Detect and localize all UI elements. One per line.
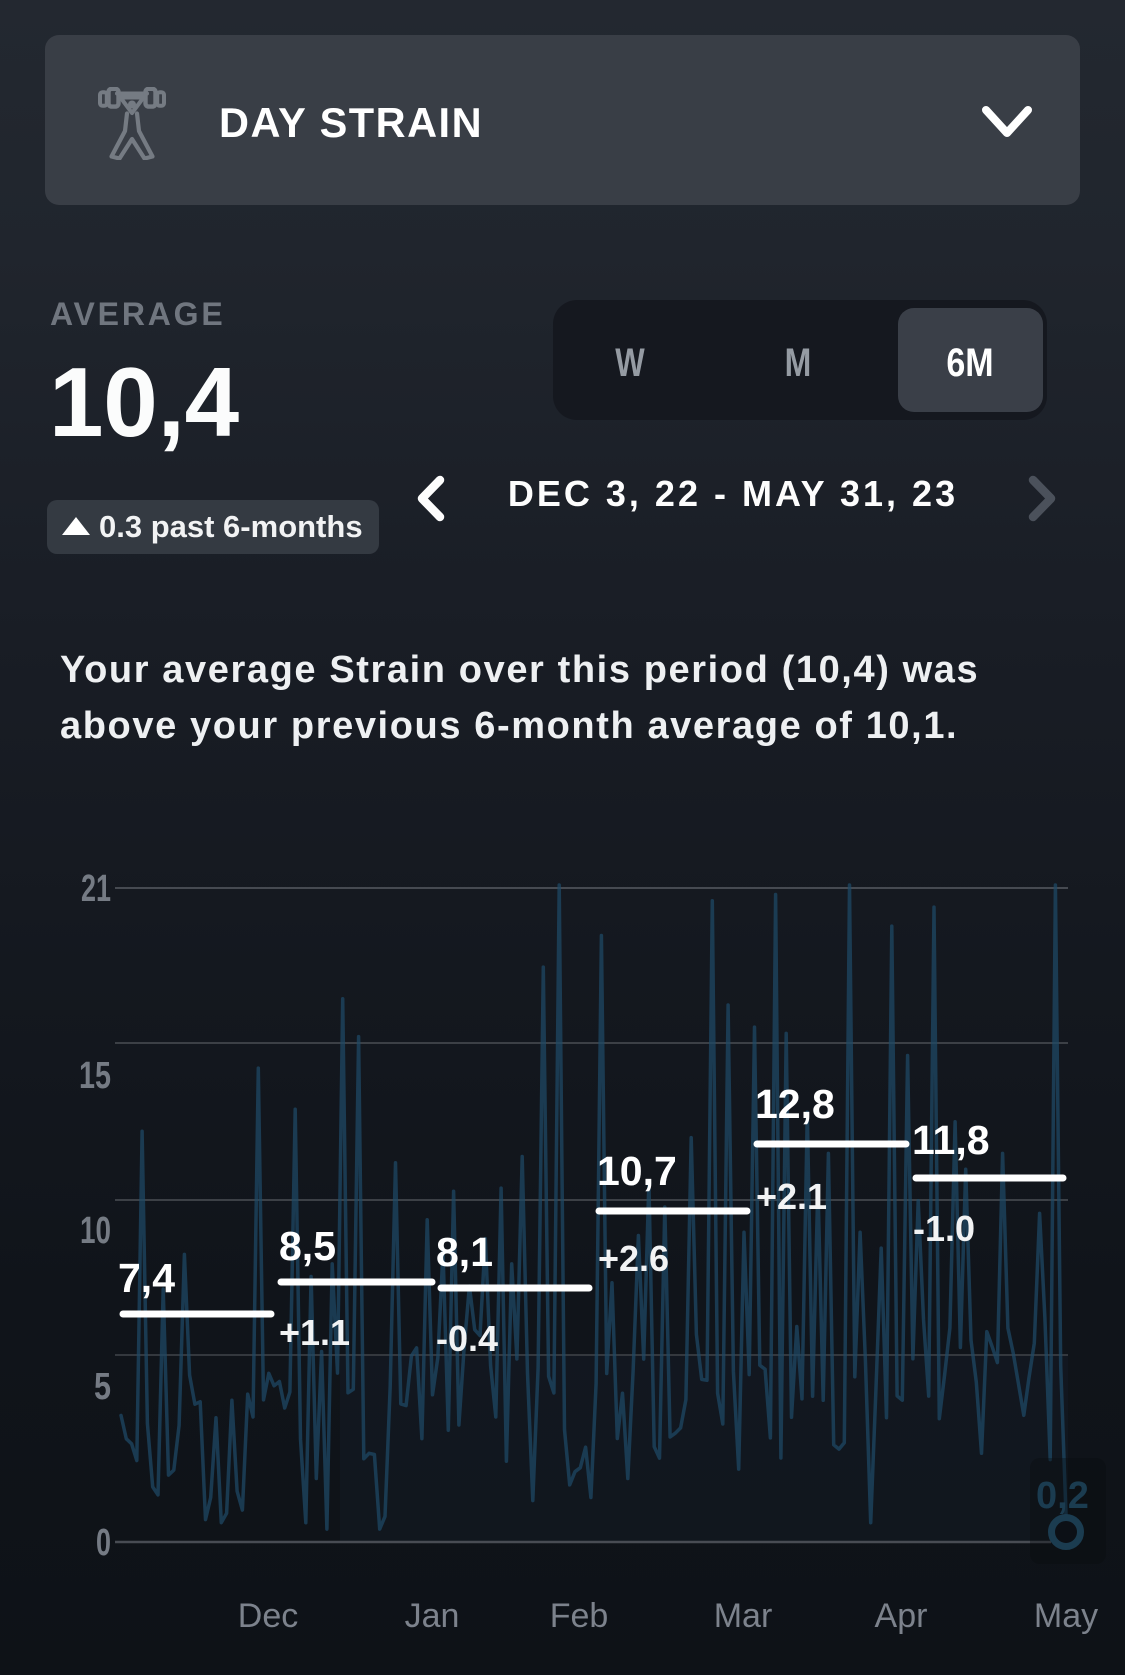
svg-text:Mar: Mar (714, 1597, 773, 1635)
svg-text:10,7: 10,7 (597, 1148, 677, 1194)
svg-text:Feb: Feb (550, 1597, 609, 1635)
svg-text:+2.1: +2.1 (756, 1176, 827, 1217)
svg-text:5: 5 (94, 1366, 111, 1408)
svg-text:Apr: Apr (875, 1597, 928, 1635)
svg-text:7,4: 7,4 (118, 1255, 175, 1301)
svg-text:11,8: 11,8 (912, 1117, 990, 1163)
svg-text:8,5: 8,5 (279, 1223, 336, 1269)
svg-text:8,1: 8,1 (436, 1229, 493, 1275)
svg-text:-1.0: -1.0 (913, 1208, 975, 1249)
svg-text:15: 15 (79, 1055, 111, 1097)
svg-text:12,8: 12,8 (755, 1081, 835, 1127)
svg-text:-0.4: -0.4 (436, 1318, 498, 1359)
svg-text:+2.6: +2.6 (598, 1238, 669, 1279)
svg-text:10: 10 (80, 1210, 111, 1252)
svg-text:0: 0 (96, 1522, 111, 1564)
svg-text:+1.1: +1.1 (279, 1312, 350, 1353)
svg-text:May: May (1034, 1597, 1098, 1635)
svg-text:Dec: Dec (238, 1597, 298, 1635)
svg-text:21: 21 (81, 868, 111, 910)
svg-text:Jan: Jan (405, 1597, 460, 1635)
svg-text:0,2: 0,2 (1036, 1475, 1089, 1517)
